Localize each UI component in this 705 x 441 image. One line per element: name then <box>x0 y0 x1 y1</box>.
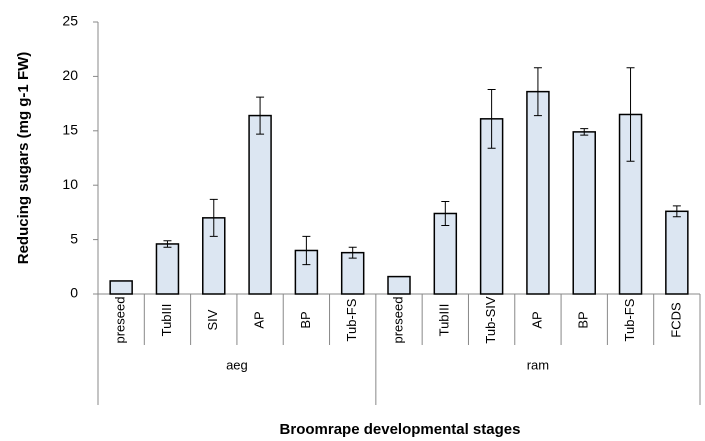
error-bar <box>209 198 218 237</box>
error-bar <box>163 240 172 248</box>
x-tick-label: SIV <box>205 309 220 330</box>
bar <box>248 114 272 295</box>
x-tick-label: AP <box>252 311 267 328</box>
y-tick-label: 20 <box>62 67 78 83</box>
error-bar <box>533 67 542 117</box>
y-tick-label: 25 <box>62 13 78 29</box>
y-tick-label: 0 <box>70 285 78 301</box>
error-bar <box>580 128 589 136</box>
bar <box>572 131 596 295</box>
x-axis-title: Broomrape developmental stages <box>280 421 521 438</box>
x-tick-label: TubIII <box>159 304 174 337</box>
bar <box>526 90 550 295</box>
error-bar <box>441 201 450 226</box>
y-tick-label: 15 <box>62 122 78 138</box>
bar <box>109 280 133 295</box>
x-tick-label: preseed <box>113 297 128 344</box>
error-bar <box>487 88 496 149</box>
x-tick-label: TubIII <box>437 304 452 337</box>
x-tick-label: AP <box>529 311 544 328</box>
x-tick-label: preseed <box>390 297 405 344</box>
x-tick-label: Tub-FS <box>344 298 359 341</box>
bar <box>155 243 180 295</box>
bar <box>340 251 365 295</box>
error-bar <box>302 235 311 266</box>
x-tick-label: FCDS <box>668 302 683 338</box>
error-bar <box>256 96 265 135</box>
group-label: aeg <box>226 357 248 372</box>
x-tick-label: Tub-SIV <box>483 296 498 344</box>
y-tick-label: 5 <box>70 230 78 246</box>
group-label: ram <box>527 357 549 372</box>
bar <box>387 275 411 295</box>
x-tick-label: Tub-FS <box>622 298 637 341</box>
error-bar <box>672 205 681 218</box>
error-bar <box>348 246 357 259</box>
bar <box>665 210 689 295</box>
y-tick-label: 10 <box>62 176 78 192</box>
y-axis-title: Reducing sugars (mg g-1 FW) <box>15 52 32 265</box>
error-bar <box>626 67 635 162</box>
x-tick-label: BP <box>576 311 591 328</box>
x-tick-label: BP <box>298 311 313 328</box>
